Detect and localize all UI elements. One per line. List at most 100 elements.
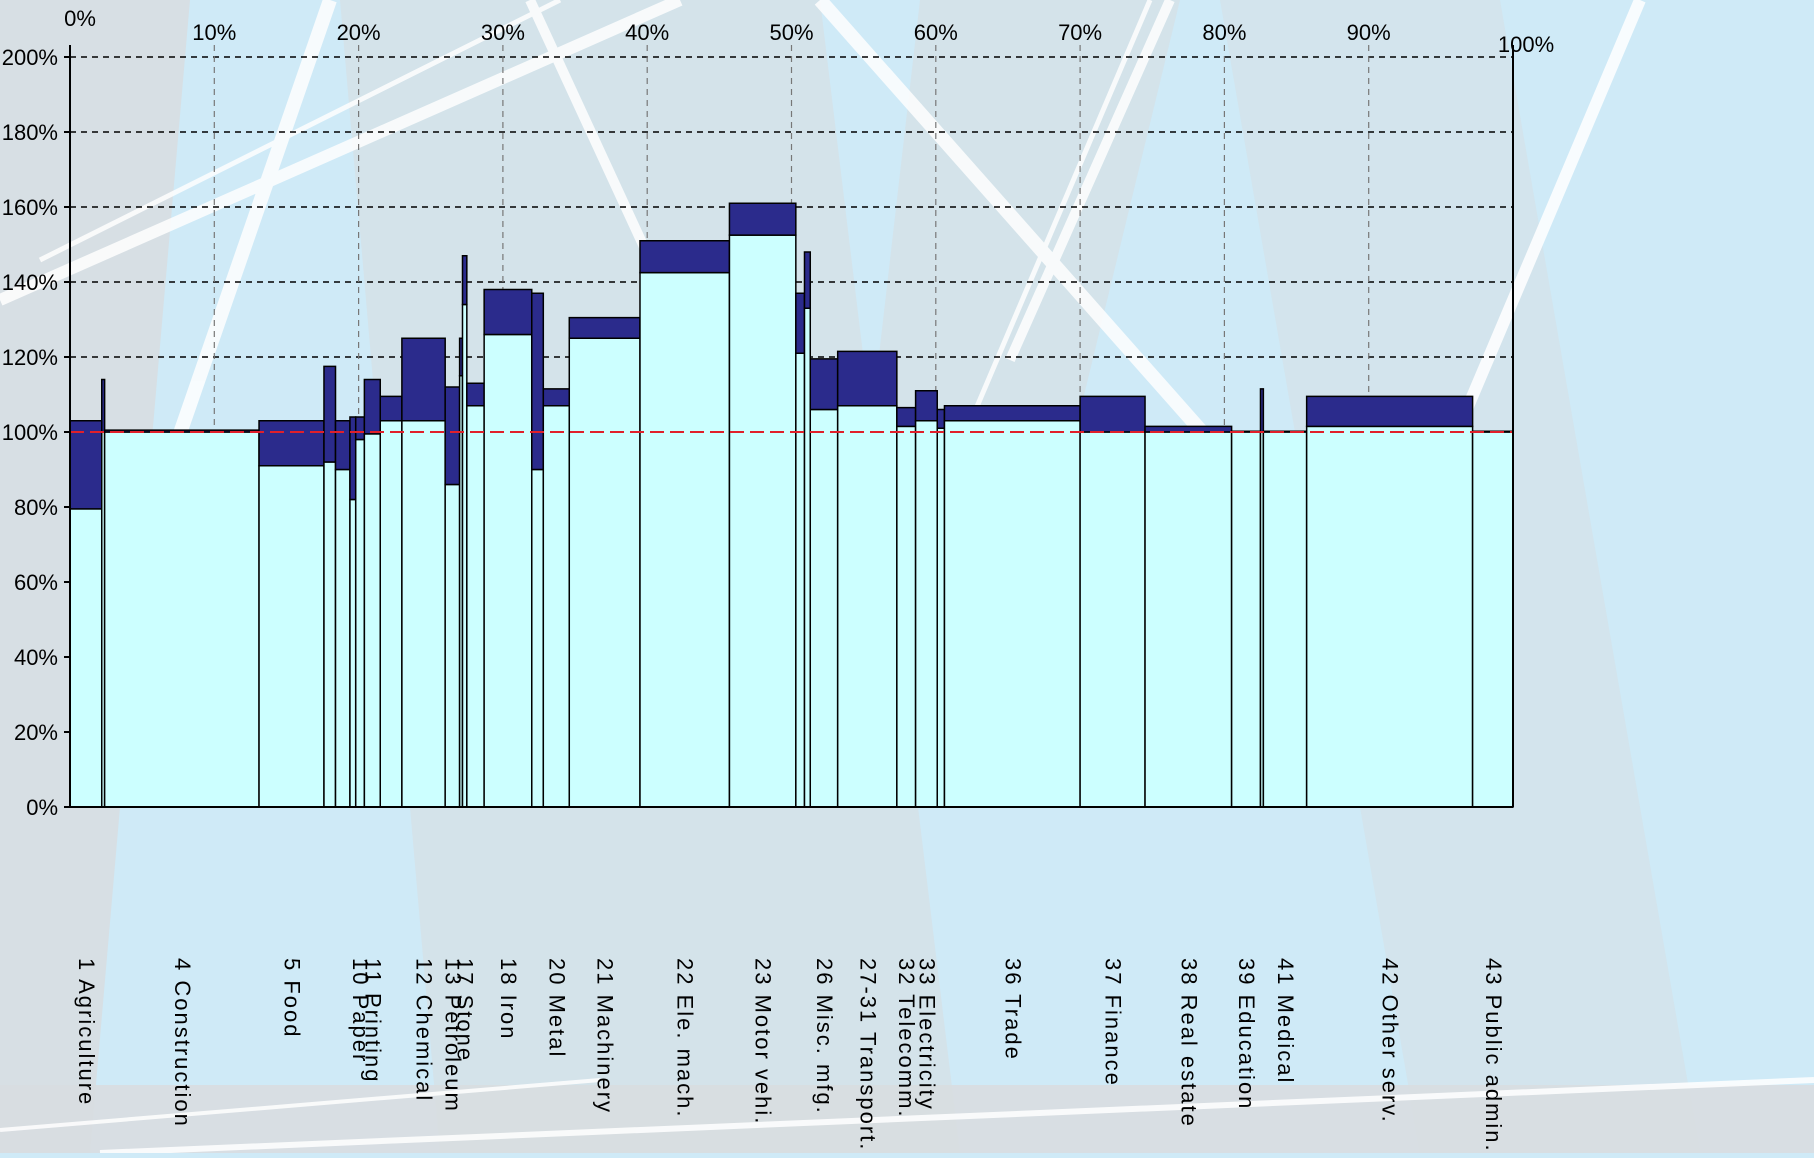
y-tick-label: 100% — [2, 420, 58, 445]
bar-top — [943, 405, 1081, 422]
bar-top — [354, 416, 366, 441]
y-tick-label: 180% — [2, 120, 58, 145]
bar-base — [258, 465, 325, 808]
y-tick-label: 160% — [2, 195, 58, 220]
y-tick-label: 80% — [14, 495, 58, 520]
bar-base — [639, 271, 731, 808]
y-tick-label: 140% — [2, 270, 58, 295]
bar-base — [103, 431, 260, 808]
bar-top — [639, 240, 731, 274]
category-label: 37 Finance — [1101, 958, 1126, 1087]
bar-top — [461, 255, 468, 306]
bar-base — [1079, 431, 1146, 808]
category-label: 4 Construction — [170, 958, 195, 1128]
category-label: 1 Agriculture — [74, 958, 99, 1106]
axes: 0%20%40%60%80%100%120%140%160%180%200%0%… — [2, 6, 1554, 820]
x-tick-label: 80% — [1202, 20, 1246, 45]
bar-base — [542, 405, 571, 808]
bar-top — [444, 386, 461, 486]
bar-top — [531, 292, 545, 471]
bar-base — [1230, 431, 1262, 808]
bar-base — [728, 234, 797, 808]
x-tick-label: 20% — [337, 20, 381, 45]
bar-base — [323, 461, 337, 808]
bar-base — [69, 508, 103, 808]
category-label: 22 Ele. mach. — [673, 958, 698, 1119]
bar-top — [258, 420, 325, 467]
y-tick-label: 40% — [14, 645, 58, 670]
bar-base — [354, 438, 366, 808]
category-label: 27-31 Transport. — [855, 958, 880, 1151]
bar-top — [803, 251, 812, 309]
bar-base — [401, 420, 446, 808]
bar-base — [836, 405, 898, 808]
bar-base — [379, 420, 403, 808]
bar-top — [914, 390, 938, 422]
bar-top — [323, 365, 337, 463]
x-tick-label: 90% — [1347, 20, 1391, 45]
bar-top — [379, 395, 403, 422]
y-tick-label: 60% — [14, 570, 58, 595]
bar-base — [896, 425, 917, 808]
bar-top — [936, 408, 946, 429]
category-label: 32 Telecomm. — [894, 958, 919, 1119]
bar-top — [334, 420, 351, 471]
category-label: 11 Printing — [360, 958, 385, 1084]
bar-base — [943, 420, 1081, 808]
category-label: 21 Machinery — [593, 958, 618, 1114]
x-tick-label: 70% — [1058, 20, 1102, 45]
category-label: 12 Chemical — [412, 958, 437, 1102]
bar-base — [334, 468, 351, 808]
x-tick-label: 40% — [625, 20, 669, 45]
bar-base — [444, 483, 461, 808]
category-label: 26 Misc. mfg. — [812, 958, 837, 1115]
category-label: 36 Trade — [1000, 958, 1025, 1061]
x-tick-label: 0% — [64, 6, 96, 31]
bar-top — [896, 406, 917, 428]
y-tick-label: 20% — [14, 720, 58, 745]
bar-base — [483, 333, 533, 808]
bar-top — [69, 420, 103, 510]
bar-base — [363, 433, 381, 808]
bar-base — [914, 420, 938, 808]
x-tick-label: 10% — [192, 20, 236, 45]
bar-top — [836, 350, 898, 407]
bar-top — [363, 378, 381, 435]
labels: 1 Agriculture 4 Construction 5 Food 10 Pape… — [74, 958, 1506, 1153]
bar-top — [1305, 395, 1474, 428]
bar-base — [1471, 431, 1514, 808]
bar-base — [809, 408, 839, 808]
bar-base — [936, 427, 946, 808]
bar-base — [349, 498, 357, 808]
bar-top — [1079, 395, 1146, 433]
y-tick-label: 120% — [2, 345, 58, 370]
bar-base — [531, 468, 545, 808]
x-tick-label: 60% — [914, 20, 958, 45]
category-label: 41 Medical — [1273, 958, 1298, 1084]
category-label: 23 Motor vehi. — [751, 958, 776, 1125]
bar-base — [803, 307, 812, 808]
bars — [69, 202, 1514, 808]
bar-top — [568, 316, 641, 339]
bar-top — [349, 416, 357, 501]
category-label: 38 Real estate — [1176, 958, 1201, 1128]
bar-top — [100, 378, 106, 433]
bar-base — [1144, 431, 1233, 808]
y-tick-label: 0% — [26, 795, 58, 820]
category-label: 43 Public admin. — [1481, 958, 1506, 1153]
category-label: 5 Food — [280, 958, 305, 1039]
bar-top — [542, 388, 571, 407]
category-label: 18 Iron — [496, 958, 521, 1041]
bar-top — [1144, 425, 1233, 433]
bar-base — [795, 352, 806, 808]
category-label: 13 Petroleum — [440, 958, 465, 1113]
bar-top — [795, 292, 806, 354]
bar-base — [466, 405, 485, 808]
bar-base — [1262, 431, 1308, 808]
x-tick-label: 50% — [769, 20, 813, 45]
category-label: 10 Paper — [348, 958, 373, 1063]
bar-top — [728, 202, 797, 236]
bar-top — [809, 358, 839, 411]
